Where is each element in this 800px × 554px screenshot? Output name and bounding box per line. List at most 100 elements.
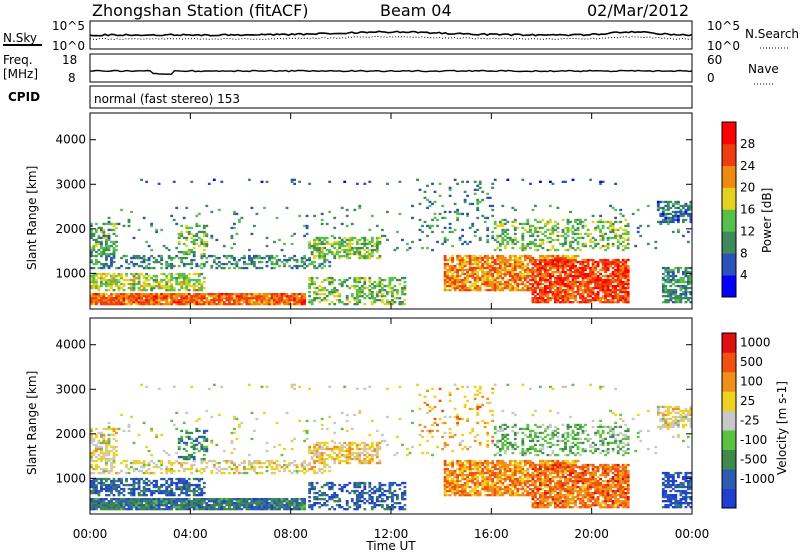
heatmap-cell [453, 264, 457, 268]
heatmap-cell [100, 278, 103, 282]
heatmap-cell [313, 282, 317, 286]
heatmap-cell [614, 264, 618, 268]
heatmap-cell [551, 228, 555, 232]
heatmap-cell [471, 202, 475, 206]
heatmap-cell [112, 254, 116, 258]
heatmap-cell [260, 465, 264, 469]
heatmap-cell [97, 471, 101, 475]
heatmap-cell [375, 248, 379, 252]
heatmap-cell [491, 274, 495, 278]
heatmap-cell [137, 280, 141, 284]
heatmap-cell [318, 242, 322, 246]
heatmap-cell [541, 301, 545, 304]
heatmap-cell [197, 494, 201, 497]
heatmap-cell [468, 286, 472, 290]
heatmap-cell [448, 258, 452, 262]
heatmap-cell [559, 258, 562, 262]
heatmap-cell [679, 212, 683, 216]
heatmap-cell [606, 293, 610, 296]
heatmap-cell [609, 299, 613, 302]
heatmap-cell [112, 427, 116, 431]
heatmap-cell [689, 291, 693, 294]
heatmap-cell [258, 303, 261, 306]
heatmap-cell [320, 240, 324, 244]
heatmap-cell [152, 504, 156, 507]
heatmap-cell [601, 280, 605, 284]
heatmap-cell [401, 276, 404, 280]
heatmap-cell [576, 301, 580, 304]
heatmap-cell [245, 471, 249, 475]
heatmap-cell [448, 278, 452, 282]
heatmap-cell [518, 289, 522, 292]
heatmap-cell [162, 491, 166, 495]
heatmap-cell [225, 295, 229, 298]
heatmap-cell [200, 502, 204, 505]
heatmap-cell [386, 238, 389, 242]
heatmap-cell [624, 238, 628, 242]
heatmap-cell [95, 284, 98, 288]
heatmap-cell [142, 276, 146, 280]
heatmap-cell [187, 485, 191, 489]
heatmap-cell [185, 230, 189, 234]
heatmap-cell [554, 220, 557, 224]
heatmap-cell [110, 286, 113, 290]
heatmap-cell [626, 266, 630, 270]
heatmap-cell [323, 293, 327, 296]
heatmap-cell [258, 260, 261, 264]
heatmap-cell [416, 178, 419, 181]
heatmap-cell [606, 299, 610, 302]
heatmap-cell [373, 299, 377, 302]
heatmap-cell [544, 266, 547, 270]
heatmap-cell [584, 224, 587, 228]
heatmap-cell [614, 236, 618, 240]
heatmap-cell [355, 238, 359, 242]
heatmap-cell [363, 256, 367, 260]
heatmap-cell [453, 286, 457, 290]
heatmap-cell [250, 299, 254, 302]
heatmap-cell [170, 461, 174, 465]
heatmap-cell [233, 461, 236, 465]
heatmap-cell [559, 270, 562, 274]
heatmap-cell [248, 508, 251, 511]
heatmap-cell [210, 301, 214, 304]
heatmap-cell [142, 471, 146, 475]
heatmap-cell [682, 204, 685, 208]
heatmap-cell [165, 502, 169, 505]
heatmap-cell [671, 204, 675, 208]
heatmap-cell [250, 295, 254, 298]
heatmap-cell [323, 278, 327, 282]
heatmap-cell [403, 276, 407, 280]
heatmap-cell [97, 441, 101, 445]
heatmap-cell [137, 295, 141, 298]
heatmap-cell [130, 286, 133, 290]
heatmap-cell [152, 485, 156, 489]
heatmap-cell [172, 297, 176, 300]
heatmap-cell [288, 461, 292, 465]
heatmap-cell [611, 228, 615, 232]
heatmap-cell [677, 218, 680, 222]
heatmap-cell [273, 293, 276, 296]
heatmap-cell [185, 250, 189, 254]
heatmap-cell [150, 284, 154, 288]
heatmap-cell [135, 498, 139, 501]
heatmap-cell [172, 301, 176, 304]
heatmap-cell [170, 469, 174, 473]
heatmap-cell [556, 280, 560, 284]
heatmap-cell [584, 301, 587, 304]
heatmap-cell [564, 240, 567, 244]
heatmap-cell [260, 500, 264, 503]
heatmap-cell [152, 508, 156, 511]
heatmap-cell [684, 289, 688, 292]
heatmap-cell [220, 295, 224, 298]
power-heatmap-cells [90, 178, 693, 306]
heatmap-cell [666, 270, 670, 274]
heatmap-cell [152, 293, 156, 296]
heatmap-cell [170, 487, 174, 491]
heatmap-cell [90, 278, 93, 282]
heatmap-cell [97, 295, 101, 298]
heatmap-cell [664, 289, 668, 292]
heatmap-cell [308, 284, 312, 288]
heatmap-cell [511, 268, 515, 272]
heatmap-cell [190, 431, 194, 435]
heatmap-cell [549, 278, 552, 282]
